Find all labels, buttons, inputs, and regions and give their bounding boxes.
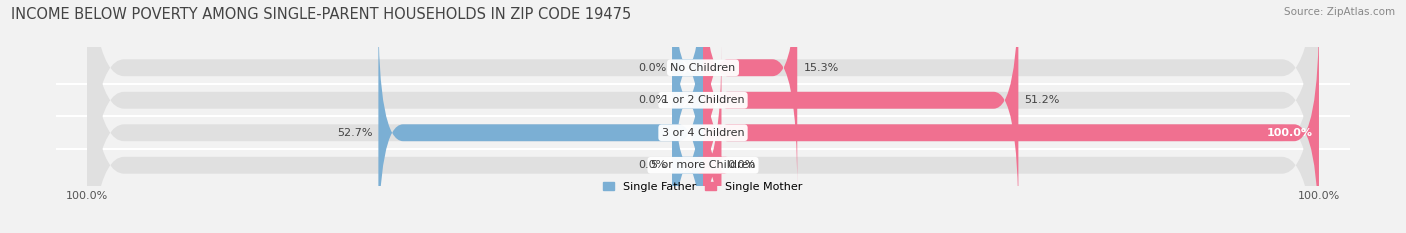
Text: 15.3%: 15.3% xyxy=(803,63,838,73)
FancyBboxPatch shape xyxy=(378,11,703,233)
Text: 100.0%: 100.0% xyxy=(1267,128,1313,138)
FancyBboxPatch shape xyxy=(703,0,797,189)
Text: 3 or 4 Children: 3 or 4 Children xyxy=(662,128,744,138)
Text: 1 or 2 Children: 1 or 2 Children xyxy=(662,95,744,105)
FancyBboxPatch shape xyxy=(672,0,703,189)
Text: 0.0%: 0.0% xyxy=(638,63,666,73)
FancyBboxPatch shape xyxy=(87,0,1319,233)
FancyBboxPatch shape xyxy=(87,0,1319,233)
Text: 5 or more Children: 5 or more Children xyxy=(651,160,755,170)
Text: No Children: No Children xyxy=(671,63,735,73)
FancyBboxPatch shape xyxy=(87,0,1319,233)
Text: 0.0%: 0.0% xyxy=(728,160,756,170)
FancyBboxPatch shape xyxy=(672,44,703,233)
FancyBboxPatch shape xyxy=(703,11,1319,233)
Text: Source: ZipAtlas.com: Source: ZipAtlas.com xyxy=(1284,7,1395,17)
Legend: Single Father, Single Mother: Single Father, Single Mother xyxy=(603,182,803,192)
Text: 52.7%: 52.7% xyxy=(336,128,373,138)
Text: 51.2%: 51.2% xyxy=(1025,95,1060,105)
FancyBboxPatch shape xyxy=(87,0,1319,233)
FancyBboxPatch shape xyxy=(703,0,1018,222)
Text: INCOME BELOW POVERTY AMONG SINGLE-PARENT HOUSEHOLDS IN ZIP CODE 19475: INCOME BELOW POVERTY AMONG SINGLE-PARENT… xyxy=(11,7,631,22)
FancyBboxPatch shape xyxy=(672,0,703,222)
Text: 0.0%: 0.0% xyxy=(638,95,666,105)
FancyBboxPatch shape xyxy=(697,44,728,233)
Text: 0.0%: 0.0% xyxy=(638,160,666,170)
